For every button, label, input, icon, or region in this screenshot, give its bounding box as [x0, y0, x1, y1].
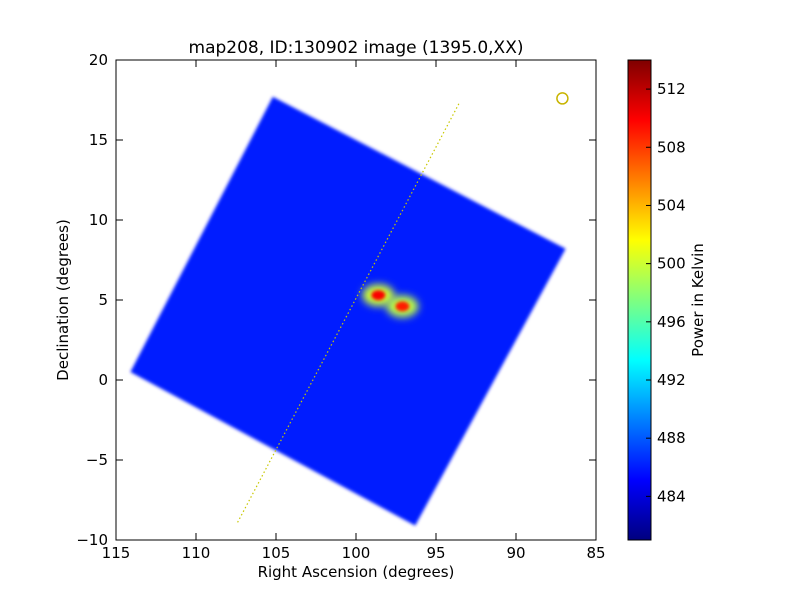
- x-tick-label: 85: [586, 544, 605, 562]
- hotspot-core: [395, 301, 410, 312]
- colorbar-tick-label: 512: [657, 80, 686, 98]
- y-tick-label: 5: [98, 291, 108, 309]
- y-tick-label: −10: [76, 531, 108, 549]
- x-tick-label: 105: [262, 544, 291, 562]
- colorbar-label: Power in Kelvin: [689, 243, 707, 357]
- x-tick-label: 110: [182, 544, 211, 562]
- y-tick-label: 10: [89, 211, 108, 229]
- x-tick-label: 115: [102, 544, 131, 562]
- colorbar: 484 488 492 496 500 504 508 512 Power in Kelvin: [627, 59, 707, 541]
- colorbar-tick-label: 504: [657, 196, 686, 214]
- dotted-line: [237, 101, 461, 523]
- x-tick-label: 90: [506, 544, 525, 562]
- colorbar-gradient: [627, 59, 652, 541]
- map-footprint: [130, 96, 566, 526]
- plot-area: [130, 92, 569, 526]
- y-axis-label: Declination (degrees): [54, 219, 72, 381]
- y-axis: 20 15 10 5 0 −5 −10: [76, 51, 596, 549]
- colorbar-ticks: 484 488 492 496 500 504 508 512: [646, 80, 686, 505]
- hotspot-core: [371, 290, 386, 301]
- colorbar-tick-label: 508: [657, 138, 686, 156]
- chart-title: map208, ID:130902 image (1395.0,XX): [189, 38, 524, 58]
- colorbar-tick-label: 492: [657, 371, 686, 389]
- circle-marker: [556, 92, 569, 105]
- x-axis-label: Right Ascension (degrees): [258, 563, 455, 581]
- colorbar-tick-label: 496: [657, 313, 686, 331]
- y-tick-label: 15: [89, 131, 108, 149]
- colorbar-tick-label: 500: [657, 255, 686, 273]
- colorbar-tick-label: 488: [657, 429, 686, 447]
- x-tick-label: 100: [342, 544, 371, 562]
- colorbar-tick-label: 484: [657, 487, 686, 505]
- y-tick-label: −5: [86, 451, 108, 469]
- y-tick-label: 20: [89, 51, 108, 69]
- y-tick-label: 0: [98, 371, 108, 389]
- x-tick-label: 95: [426, 544, 445, 562]
- x-axis: 115 110 105 100 95 90 85: [102, 60, 606, 562]
- hotspots-layer: [362, 284, 419, 318]
